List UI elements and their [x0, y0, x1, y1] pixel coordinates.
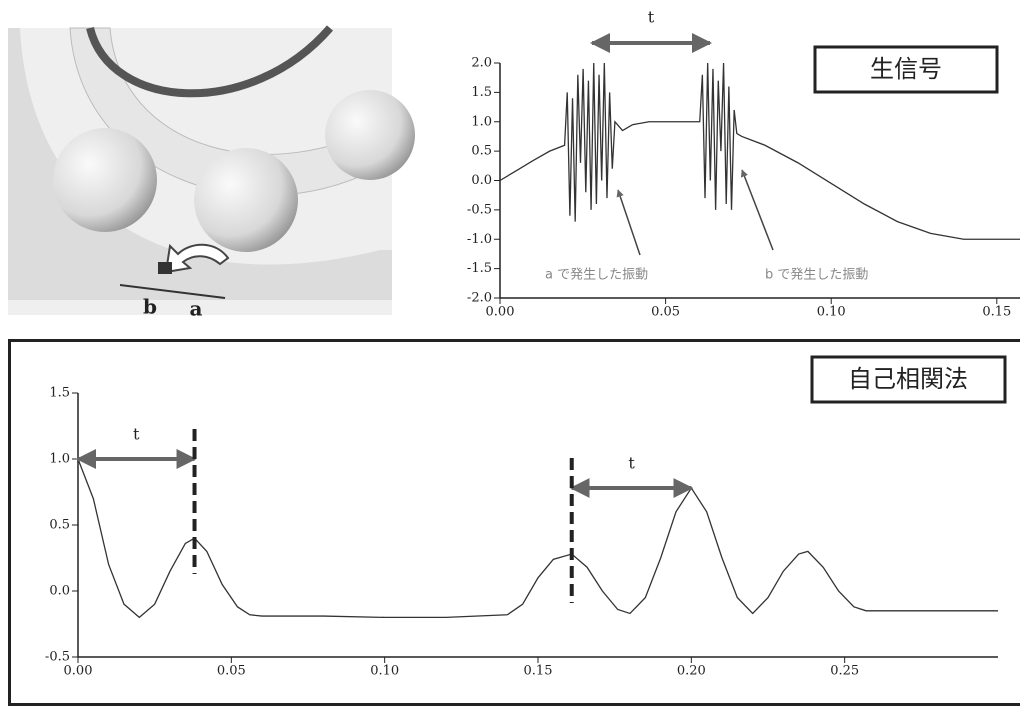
marker-line [119, 284, 226, 299]
y-tick-label: 0.5 [471, 144, 492, 159]
x-tick-label: 0.05 [217, 664, 246, 679]
y-tick-label: 1.5 [49, 386, 70, 401]
x-tick-label: 0.25 [830, 664, 859, 679]
y-tick-label: -1.5 [467, 261, 492, 276]
x-tick-label: 0.05 [651, 305, 680, 320]
x-tick-label: 0.15 [982, 305, 1011, 320]
y-tick-label: -1.0 [467, 232, 492, 247]
label-box [810, 355, 1007, 404]
annotation-arrow [616, 189, 641, 256]
label-box [813, 45, 999, 94]
label-box-text: 生信号 [870, 55, 942, 83]
annotation-b: b で発生した振動 [765, 268, 868, 283]
x-tick-label: 0.10 [370, 664, 399, 679]
annotation-t: t [648, 8, 655, 27]
y-tick-label: 0.0 [49, 584, 70, 599]
annotation-arrow [740, 169, 774, 251]
y-tick-label: 1.0 [49, 452, 70, 467]
bearing-illustration: b a [8, 25, 415, 321]
x-tick-label: 0.20 [677, 664, 706, 679]
ball [325, 90, 415, 180]
y-tick-label: -0.5 [45, 650, 70, 665]
x-tick-label: 0.15 [524, 664, 553, 679]
ball [194, 148, 298, 252]
ball [53, 128, 157, 232]
annotation-t: t [133, 425, 140, 444]
signal-line [77, 458, 998, 619]
x-tick-label: 0.00 [486, 305, 515, 320]
label-b: b [143, 295, 157, 319]
y-tick-label: 0.0 [471, 173, 492, 188]
outer-ring [8, 28, 392, 300]
x-tick-label: 0.00 [64, 664, 93, 679]
label-a: a [190, 297, 203, 321]
y-tick-label: 2.0 [471, 56, 492, 71]
y-tick-label: 0.5 [49, 518, 70, 533]
y-tick-label: -2.0 [467, 291, 492, 306]
frame [8, 339, 1020, 706]
inner-ring [86, 25, 334, 98]
signal-line [499, 62, 1020, 240]
defect [158, 262, 172, 274]
annotation-t: t [628, 454, 635, 473]
annotation-a: a で発生した振動 [545, 268, 648, 283]
label-box-text: 自己相関法 [848, 365, 968, 393]
y-tick-label: 1.5 [471, 85, 492, 100]
x-tick-label: 0.10 [817, 305, 846, 320]
y-tick-label: 1.0 [471, 114, 492, 129]
y-tick-label: -0.5 [467, 202, 492, 217]
